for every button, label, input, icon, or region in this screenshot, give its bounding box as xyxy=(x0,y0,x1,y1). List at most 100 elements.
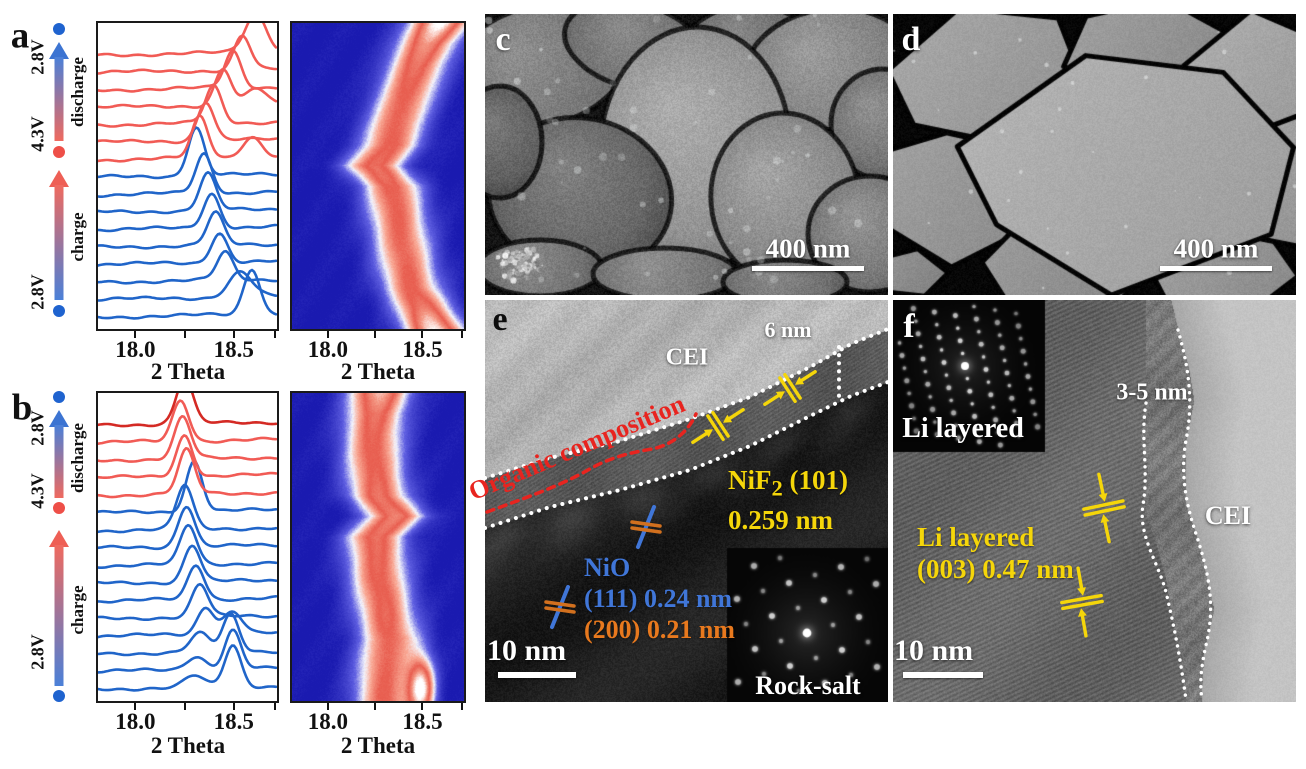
x-axis-tick-label: 18.5 xyxy=(402,709,443,734)
panel-d-scalebar-text: 400 nm xyxy=(1173,233,1259,264)
soc-dot-a-bottom xyxy=(53,305,65,317)
panel-c-scalebar xyxy=(752,266,864,271)
xrd-scan-trace xyxy=(98,523,277,569)
voltage-label-b-bottom: 2.8V xyxy=(27,634,48,670)
nio-annotation: NiO (111) 0.24 nm (200) 0.21 nm xyxy=(584,552,735,645)
xrd-scan-trace xyxy=(98,232,277,267)
panel-a-label: a xyxy=(10,15,30,57)
panel-e-scalebar xyxy=(498,672,576,678)
charge-arrowhead-a xyxy=(49,170,69,187)
nio-111-label: (111) 0.24 nm xyxy=(584,584,733,613)
charge-label-b: charge xyxy=(68,585,87,635)
nif2-annotation: NiF2 (101) 0.259 nm xyxy=(728,464,848,537)
x-axis-tick xyxy=(326,703,329,710)
x-axis-tick xyxy=(461,703,464,710)
x-axis-tick xyxy=(134,331,137,338)
xrd-scan-trace xyxy=(98,23,277,58)
xrd-scan-trace xyxy=(98,483,277,534)
xrd-scan-trace xyxy=(98,399,277,446)
xrd-contour-canvas xyxy=(292,23,464,329)
x-axis-tick-label: 18.5 xyxy=(213,709,254,734)
nio-200-label: (200) 0.21 nm xyxy=(584,615,735,644)
x-axis-tick-label: 18.0 xyxy=(115,337,156,362)
x-axis-tick-label: 18.5 xyxy=(213,337,254,362)
xrd-scan-trace xyxy=(98,114,277,163)
li-layered-saed-label: Li layered xyxy=(902,413,1024,444)
x-axis-tick xyxy=(421,703,424,710)
x-axis-tick-label: 18.5 xyxy=(402,337,443,362)
discharge-arrow-b xyxy=(54,425,64,498)
xrd-scan-trace xyxy=(98,582,277,621)
xrd-scan-trace xyxy=(98,126,277,180)
xrd-scan-trace xyxy=(98,152,277,198)
x-axis-tick xyxy=(232,331,235,338)
x-axis-tick-label: 18.0 xyxy=(307,709,348,734)
li-layered-annotation: Li layered (003) 0.47 nm xyxy=(917,521,1074,585)
discharge-arrowhead-b xyxy=(49,410,69,427)
discharge-arrow-a xyxy=(54,57,64,141)
charge-arrowhead-b xyxy=(49,530,69,547)
charge-arrow-b xyxy=(54,545,64,686)
discharge-arrowhead-a xyxy=(49,42,69,59)
panel-d-scalebar xyxy=(1160,266,1272,271)
nio-label: NiO xyxy=(584,553,631,582)
xrd-contour-canvas xyxy=(292,393,464,701)
xrd-scan-trace xyxy=(98,171,277,215)
xrd-scan-trace xyxy=(98,210,277,250)
panel-f-scalebar xyxy=(903,672,983,678)
xrd-scan-trace xyxy=(98,612,277,657)
panel-c-scalebar-text: 400 nm xyxy=(765,233,851,264)
discharge-label-a: discharge xyxy=(68,57,87,127)
discharge-label-b: discharge xyxy=(68,423,87,493)
cei-label-e: CEI xyxy=(665,344,709,371)
x-axis-tick xyxy=(374,331,377,338)
xrd-scan-trace xyxy=(98,270,277,302)
xrd-scan-trace xyxy=(98,101,277,145)
x-axis-tick-label: 18.0 xyxy=(307,337,348,362)
panel-e-label: e xyxy=(492,301,508,338)
cei-thickness-label-e: 6 nm xyxy=(764,317,812,342)
cei-thickness-label-f: 3-5 nm xyxy=(1116,379,1188,406)
panel-d-sem-image xyxy=(893,14,1296,295)
xrd-scan-trace xyxy=(98,49,277,93)
li-layered-phase-label: Li layered xyxy=(917,522,1035,552)
soc-dot-b-mid xyxy=(53,502,65,514)
panel-f-label: f xyxy=(903,308,915,345)
x-axis-tick xyxy=(232,703,235,710)
x-axis-tick xyxy=(183,331,186,338)
x-axis-tick-label: 18.0 xyxy=(115,709,156,734)
charge-arrow-a xyxy=(54,185,64,300)
panel-b-contour-plot xyxy=(290,391,466,703)
x-axis-tick xyxy=(274,703,277,710)
xrd-scan-trace xyxy=(98,628,277,674)
panel-c-label: c xyxy=(495,21,511,58)
panel-d-sem-canvas xyxy=(893,14,1296,295)
nif2-plane-label: NiF2 (101) xyxy=(728,465,848,501)
panel-b-contour-xaxis-title: 2 Theta xyxy=(340,733,416,758)
voltage-label-a-top: 2.8V xyxy=(27,39,48,75)
panel-a-xrd-xaxis-title: 2 Theta xyxy=(150,359,226,384)
xrd-scan-trace xyxy=(98,505,277,551)
soc-dot-a-top xyxy=(53,23,65,35)
panel-b-xrd-xaxis-title: 2 Theta xyxy=(150,733,226,758)
soc-dot-a-mid xyxy=(53,146,65,158)
panel-c-sem-canvas xyxy=(485,14,888,295)
voltage-label-b-top: 2.8V xyxy=(27,410,48,446)
li-layered-spacing-label: (003) 0.47 nm xyxy=(917,554,1074,584)
xrd-scan-trace xyxy=(98,564,277,604)
xrd-scan-trace xyxy=(98,68,277,109)
xrd-scan-trace xyxy=(98,414,277,463)
panel-a-contour-plot xyxy=(290,21,466,331)
x-axis-tick xyxy=(274,331,277,338)
xrd-scan-trace xyxy=(98,434,277,479)
panel-e-scalebar-text: 10 nm xyxy=(487,634,567,667)
panel-b-label: b xyxy=(11,387,33,429)
xrd-scan-trace xyxy=(98,644,277,692)
xrd-scan-trace xyxy=(98,606,277,639)
xrd-scan-trace xyxy=(98,459,277,515)
voltage-label-a-bottom: 2.8V xyxy=(27,274,48,310)
x-axis-tick xyxy=(421,331,424,338)
soc-dot-b-top xyxy=(53,391,65,403)
voltage-label-b-mid: 4.3V xyxy=(27,473,48,509)
